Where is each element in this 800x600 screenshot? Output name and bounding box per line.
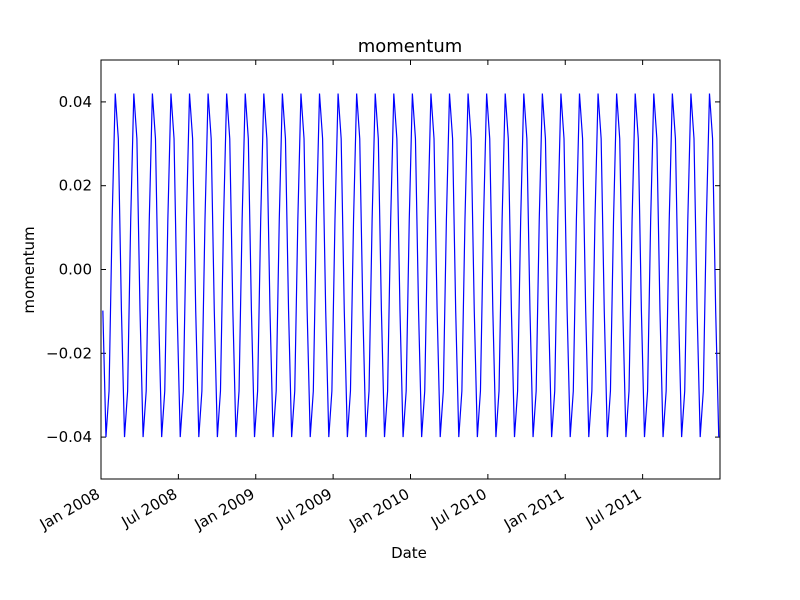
y-tick-label: 0.02 [59, 177, 92, 195]
plot-frame [100, 59, 721, 480]
line-series [102, 93, 720, 438]
y-axis-label: momentum [20, 226, 38, 313]
chart-title: momentum [358, 36, 463, 57]
y-tick-label: −0.02 [46, 344, 92, 362]
y-tick-label: 0.04 [59, 93, 92, 111]
y-tick-label: −0.04 [46, 428, 92, 446]
x-axis-label: Date [391, 544, 427, 562]
y-tick-label: 0.00 [59, 261, 92, 279]
